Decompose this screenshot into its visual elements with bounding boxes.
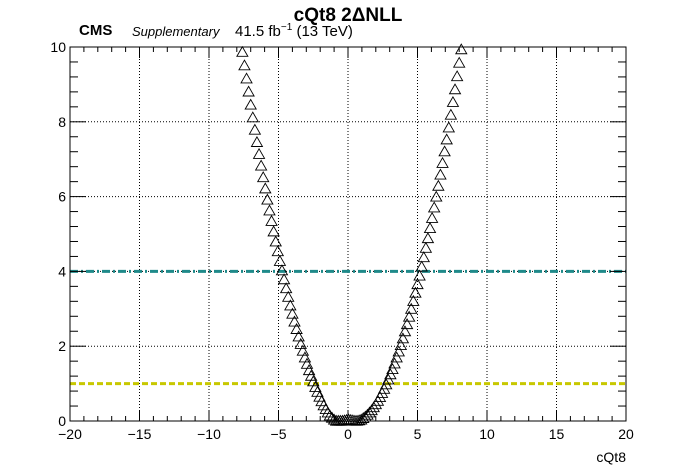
data-point-triangle: [263, 204, 276, 216]
data-point-triangle: [279, 282, 293, 294]
data-point-triangle: [417, 251, 431, 263]
cms-label: CMS: [79, 22, 113, 39]
data-point-triangle: [423, 221, 437, 233]
data-point-triangle: [238, 59, 251, 71]
data-point-triangle: [448, 83, 462, 95]
y-tick-label: 4: [58, 263, 66, 279]
energy-label: (13 TeV): [296, 23, 353, 40]
data-point-triangle: [323, 409, 337, 421]
data-point-triangle: [415, 260, 428, 272]
data-point-triangle: [386, 362, 399, 374]
data-point-triangle: [240, 72, 253, 84]
data-point-triangle: [242, 85, 255, 97]
luminosity-value: 41.5 fb: [235, 23, 281, 40]
data-point-triangle: [390, 351, 403, 363]
reference-lines-layer: [70, 269, 626, 386]
data-point-triangle: [236, 45, 249, 57]
x-tick-label: −20: [58, 426, 82, 442]
data-point-triangle: [254, 159, 268, 171]
data-points-layer: [236, 43, 468, 426]
data-point-triangle: [442, 121, 456, 133]
data-point-triangle: [411, 278, 424, 290]
data-point-triangle: [440, 133, 453, 145]
x-tick-label: 15: [549, 426, 565, 442]
data-point-triangle: [429, 190, 443, 202]
data-point-triangle: [421, 232, 435, 244]
x-axis-title: cQt8: [596, 449, 626, 465]
data-point-triangle: [271, 245, 285, 257]
luminosity-exponent: −1: [280, 22, 293, 33]
data-point-triangle: [288, 315, 301, 327]
x-tick-label: −15: [128, 426, 152, 442]
data-point-triangle: [455, 43, 468, 55]
data-point-triangle: [400, 318, 414, 330]
data-point-triangle: [286, 307, 299, 319]
x-tick-label: −5: [271, 426, 287, 442]
data-point-triangle: [292, 330, 305, 342]
data-point-triangle: [284, 299, 297, 311]
x-tick-label: −10: [197, 426, 221, 442]
data-point-triangle: [277, 273, 291, 285]
data-point-triangle: [398, 325, 412, 337]
data-point-triangle: [392, 345, 406, 357]
data-point-triangle: [311, 385, 324, 397]
data-point-triangle: [327, 413, 341, 425]
data-point-triangle: [261, 193, 274, 205]
data-point-triangle: [419, 241, 433, 253]
y-tick-label: 10: [50, 39, 66, 55]
y-tick-label: 6: [58, 189, 66, 205]
data-point-triangle: [275, 264, 289, 276]
data-point-triangle: [432, 179, 445, 191]
data-point-triangle: [244, 98, 257, 110]
data-point-triangle: [444, 108, 458, 120]
data-point-triangle: [281, 290, 295, 302]
data-point-triangle: [357, 411, 370, 423]
data-point-triangle: [267, 225, 280, 237]
luminosity-label: 41.5 fb−1 (13 TeV): [235, 22, 353, 40]
data-point-triangle: [446, 95, 460, 107]
data-point-triangle: [388, 357, 401, 369]
data-point-triangle: [425, 211, 439, 223]
axis-ticks-layer: [69, 46, 627, 422]
y-tick-label: 2: [58, 338, 66, 354]
data-point-triangle: [265, 214, 278, 226]
x-tick-label: 0: [344, 426, 352, 442]
data-point-triangle: [427, 201, 441, 213]
data-point-triangle: [394, 339, 408, 351]
data-point-triangle: [409, 286, 422, 298]
chart-title: cQt8 2ΔNLL: [294, 5, 403, 26]
data-point-triangle: [438, 145, 451, 157]
data-point-triangle: [248, 123, 262, 135]
data-point-triangle: [436, 156, 449, 168]
data-point-triangle: [452, 56, 466, 68]
data-point-triangle: [252, 147, 266, 159]
data-point-triangle: [404, 302, 418, 314]
x-tick-label: 5: [414, 426, 422, 442]
data-point-triangle: [290, 322, 303, 334]
data-point-triangle: [413, 269, 426, 281]
data-point-triangle: [450, 70, 464, 82]
data-point-triangle: [269, 235, 282, 247]
data-point-triangle: [259, 182, 272, 194]
data-point-triangle: [309, 380, 322, 392]
tick-labels-layer: −20 −15 −10 −5 0 5 10 15 20 0 2 4 6 8 10: [50, 39, 634, 442]
supplementary-label: Supplementary: [132, 24, 220, 39]
data-point-triangle: [250, 135, 264, 147]
x-tick-label: 10: [479, 426, 495, 442]
data-point-triangle: [256, 171, 270, 183]
data-point-triangle: [246, 111, 260, 123]
data-point-triangle: [434, 168, 447, 180]
data-point-triangle: [396, 332, 410, 344]
data-point-triangle: [407, 294, 420, 306]
y-tick-label: 8: [58, 114, 66, 130]
data-point-triangle: [402, 310, 416, 322]
x-tick-label: 20: [618, 426, 634, 442]
y-tick-label: 0: [58, 413, 66, 429]
data-point-triangle: [273, 254, 287, 266]
